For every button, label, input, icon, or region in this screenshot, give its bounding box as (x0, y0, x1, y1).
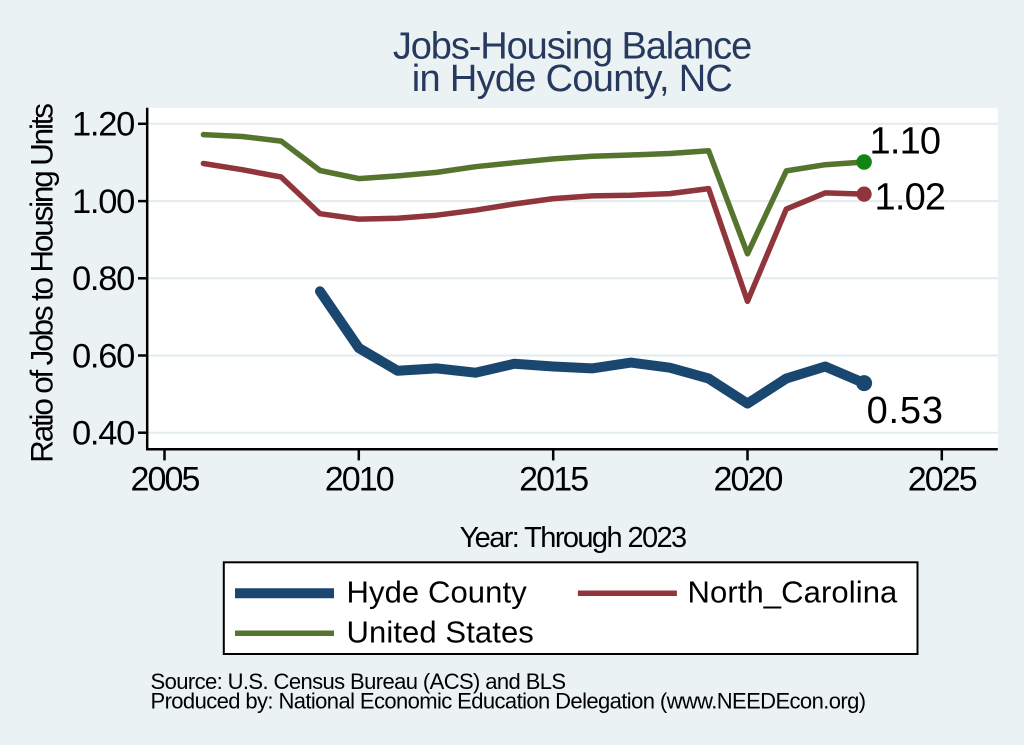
svg-text:2020: 2020 (713, 461, 782, 499)
svg-text:in Hyde County, NC: in Hyde County, NC (412, 58, 732, 100)
svg-text:0.60: 0.60 (72, 337, 134, 375)
svg-text:Year: Through 2023: Year: Through 2023 (460, 522, 686, 554)
svg-text:Ratio of Jobs to Housing Units: Ratio of Jobs to Housing Units (24, 104, 60, 463)
svg-text:Produced by: National Economic: Produced by: National Economic Education… (151, 689, 866, 714)
svg-text:2010: 2010 (325, 461, 394, 499)
svg-text:United States: United States (347, 615, 534, 650)
svg-text:1.02: 1.02 (875, 177, 946, 219)
svg-text:2025: 2025 (908, 461, 977, 499)
svg-text:Source: U.S. Census Bureau (AC: Source: U.S. Census Bureau (ACS) and BLS (151, 669, 566, 694)
svg-text:North_Carolina: North_Carolina (688, 575, 899, 610)
svg-text:Hyde County: Hyde County (347, 575, 528, 610)
svg-text:1.20: 1.20 (72, 106, 134, 144)
svg-text:2015: 2015 (519, 461, 588, 499)
svg-text:0.80: 0.80 (72, 260, 134, 298)
svg-text:0.40: 0.40 (72, 415, 134, 453)
svg-text:0.53: 0.53 (867, 390, 944, 432)
svg-text:2005: 2005 (130, 461, 199, 499)
svg-text:1.10: 1.10 (870, 121, 941, 163)
svg-text:Jobs-Housing Balance: Jobs-Housing Balance (393, 26, 751, 68)
svg-text:1.00: 1.00 (72, 183, 134, 221)
